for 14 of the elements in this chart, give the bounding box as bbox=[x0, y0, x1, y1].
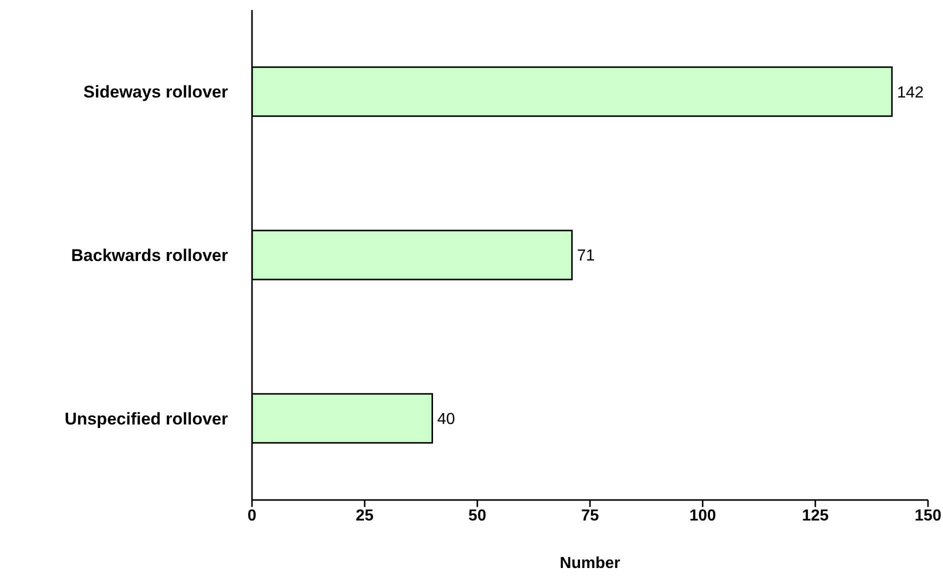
data-label: 142 bbox=[896, 84, 924, 102]
x-tick-label: 50 bbox=[468, 507, 486, 524]
y-tick-label: Unspecified rollover bbox=[64, 409, 228, 428]
x-tick-label: 100 bbox=[689, 507, 716, 524]
x-tick-label: 0 bbox=[248, 507, 257, 524]
x-tick-label: 125 bbox=[802, 507, 829, 524]
y-tick-label: Sideways rollover bbox=[83, 82, 228, 102]
x-tick-label: 75 bbox=[581, 507, 599, 524]
y-tick-label: Backwards rollover bbox=[71, 246, 228, 266]
x-tick-label: 25 bbox=[356, 507, 374, 524]
data-label: 71 bbox=[576, 248, 595, 265]
data-label: 40 bbox=[437, 411, 456, 428]
x-axis-title: Number bbox=[560, 555, 620, 572]
x-tick-label: 150 bbox=[914, 507, 942, 524]
